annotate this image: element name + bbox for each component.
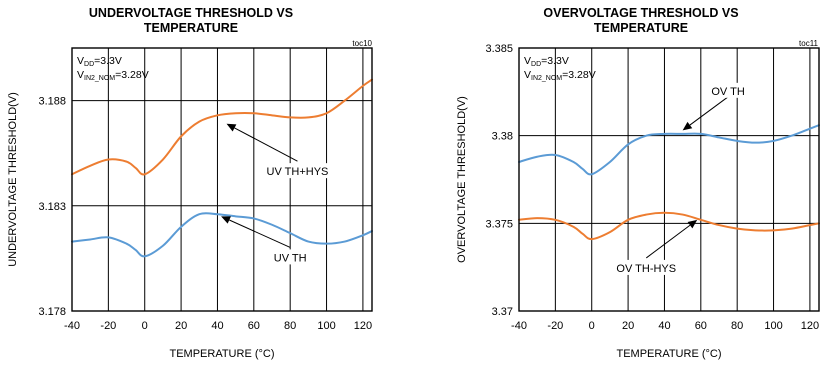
condition-vin2-subscript: IN2_NOM <box>531 75 562 82</box>
annotation-arrowhead <box>226 123 237 132</box>
annotation-label: UV TH+HYS <box>267 166 329 178</box>
figure-code: toc11 <box>799 39 819 48</box>
condition-vin2-subscript: IN2_NOM <box>84 75 115 82</box>
y-axis-label: OVERVOLTAGE THRESHOLD(V) <box>456 96 468 263</box>
y-tick-label: 3.38 <box>492 131 513 143</box>
chart-title-line-2: TEMPERATURE <box>594 21 688 35</box>
series-line <box>71 212 373 258</box>
x-tick-label: 40 <box>658 320 670 332</box>
y-tick-label: 3.183 <box>38 201 66 213</box>
figure-code: toc10 <box>352 39 372 48</box>
y-tick-label: 3.178 <box>38 306 66 318</box>
annotation-arrow-line <box>645 224 691 259</box>
annotation-label-bg <box>611 259 682 275</box>
annotation-arrow-line <box>689 96 729 126</box>
y-tick-labels: 3.178 3.183 3.188 <box>38 96 66 318</box>
condition-vdd: VDD=3.3V <box>77 55 122 68</box>
x-tick-labels: -40 -20 0 20 40 60 80 100 120 <box>64 320 372 332</box>
y-tick-label: 3.37 <box>492 306 513 318</box>
chart-title-line-2: TEMPERATURE <box>144 21 238 35</box>
condition-vin2-symbol: V <box>77 69 84 81</box>
x-tick-label: 0 <box>589 320 595 332</box>
series-line <box>518 211 820 241</box>
plot-frame <box>518 47 820 312</box>
x-tick-label: -20 <box>100 320 116 332</box>
annotation-arrow-line <box>234 127 298 162</box>
chart-title-line-1: OVERVOLTAGE THRESHOLD VS <box>543 6 738 20</box>
annotation-label-bg <box>262 163 333 179</box>
undervoltage-chart: UNDERVOLTAGE THRESHOLD VS TEMPERATURE to… <box>7 6 373 360</box>
condition-vdd: VDD=3.3V <box>524 55 569 68</box>
x-tick-label: 120 <box>801 320 819 332</box>
x-tick-label: -40 <box>64 320 80 332</box>
x-axis-label: TEMPERATURE (°C) <box>169 348 274 360</box>
y-axis-label: UNDERVOLTAGE THRESHOLD(V) <box>7 92 19 267</box>
condition-vdd-subscript: DD <box>531 61 541 68</box>
condition-vdd-symbol: V <box>77 55 84 67</box>
annotation-arrow-line <box>229 219 291 248</box>
x-tick-label: 100 <box>764 320 782 332</box>
x-tick-label: 20 <box>622 320 634 332</box>
x-tick-labels: -40 -20 0 20 40 60 80 100 120 <box>511 320 819 332</box>
chart-title-line-1: UNDERVOLTAGE THRESHOLD VS <box>89 6 293 20</box>
annotation-arrowhead <box>682 121 693 131</box>
condition-vdd-subscript: DD <box>84 61 94 68</box>
series-line <box>518 124 820 176</box>
annotation-label-bg <box>706 82 751 98</box>
y-tick-label: 3.188 <box>38 96 66 108</box>
x-tick-label: -20 <box>547 320 563 332</box>
x-tick-label: 80 <box>284 320 296 332</box>
condition-vin2: VIN2_NOM=3.28V <box>524 69 596 82</box>
annotation-label: OV TH <box>711 86 744 98</box>
annotations: OV TH OV TH-HYS <box>611 82 751 275</box>
x-tick-label: 80 <box>731 320 743 332</box>
plot-frame <box>71 47 373 312</box>
y-tick-label: 3.385 <box>485 43 513 55</box>
grid <box>72 48 372 311</box>
condition-vin2-value: =3.28V <box>562 69 596 81</box>
condition-vin2-value: =3.28V <box>115 69 149 81</box>
overvoltage-chart: OVERVOLTAGE THRESHOLD VS TEMPERATURE toc… <box>456 6 820 360</box>
condition-vdd-value: =3.3V <box>541 55 569 67</box>
annotation-arrowhead <box>687 219 698 229</box>
condition-vin2: VIN2_NOM=3.28V <box>77 69 149 82</box>
x-tick-label: -40 <box>511 320 527 332</box>
series-line <box>71 78 373 176</box>
condition-vdd-value: =3.3V <box>94 55 122 67</box>
x-tick-label: 0 <box>142 320 148 332</box>
condition-vin2-symbol: V <box>524 69 531 81</box>
annotation-label: OV TH-HYS <box>616 263 676 275</box>
x-tick-label: 40 <box>211 320 223 332</box>
x-tick-label: 20 <box>175 320 187 332</box>
series-lines <box>518 124 820 241</box>
y-tick-label: 3.375 <box>485 218 513 230</box>
y-tick-labels: 3.37 3.375 3.38 3.385 <box>485 43 513 318</box>
x-tick-label: 120 <box>354 320 372 332</box>
condition-vdd-symbol: V <box>524 55 531 67</box>
x-tick-label: 100 <box>317 320 335 332</box>
x-tick-label: 60 <box>248 320 260 332</box>
annotation-label-bg <box>268 249 313 265</box>
annotations: UV TH+HYS UV TH <box>221 123 333 265</box>
series-lines <box>71 78 373 258</box>
x-axis-label: TEMPERATURE (°C) <box>616 348 721 360</box>
x-tick-label: 60 <box>695 320 707 332</box>
annotation-label: UV TH <box>274 252 307 264</box>
annotation-arrowhead <box>221 216 231 224</box>
